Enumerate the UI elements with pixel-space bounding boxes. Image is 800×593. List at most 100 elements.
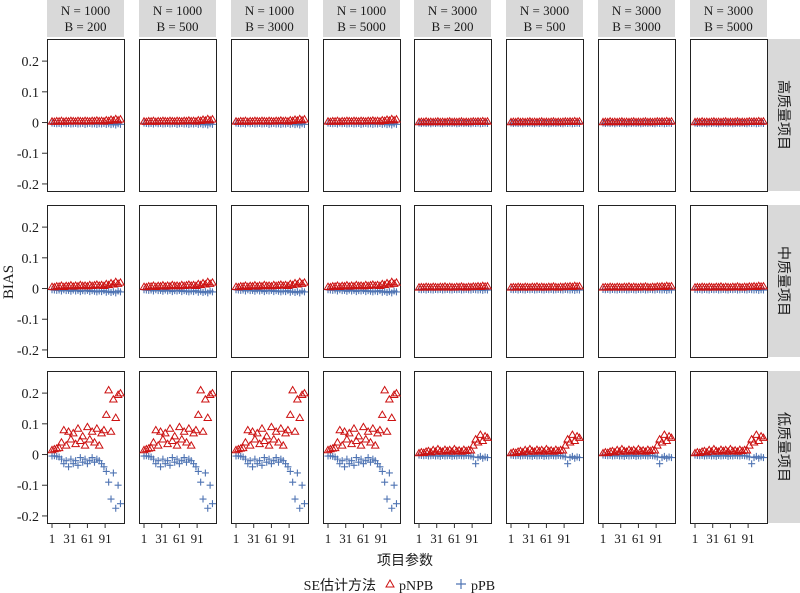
facet-strip-column xyxy=(598,0,675,37)
pnpb-point xyxy=(177,434,187,443)
pnpb-point xyxy=(354,116,364,125)
pnpb-point xyxy=(728,446,738,455)
pnpb-point xyxy=(330,281,340,290)
ppb-point xyxy=(154,457,162,465)
pnpb-point xyxy=(141,117,151,125)
pnpb-point xyxy=(541,282,551,291)
ppb-point xyxy=(258,461,266,469)
facet-strip-column xyxy=(323,0,400,37)
pnpb-point xyxy=(452,446,462,455)
ppb-point xyxy=(333,455,341,463)
ppb-point xyxy=(116,500,124,508)
pnpb-point xyxy=(380,280,390,289)
ppb-point xyxy=(164,457,172,465)
facet-strip-column xyxy=(231,0,308,37)
pnpb-point xyxy=(269,280,279,289)
pnpb-point xyxy=(342,280,352,289)
pnpb-point xyxy=(478,281,488,290)
pnpb-point xyxy=(141,282,151,291)
pnpb-point xyxy=(332,280,343,289)
pnpb-point xyxy=(482,281,493,290)
pnpb-point xyxy=(454,282,464,291)
pnpb-point xyxy=(193,115,203,124)
y-tick-label: 0 xyxy=(32,117,39,132)
pnpb-point xyxy=(292,394,302,403)
pnpb-point xyxy=(54,443,64,452)
pnpb-point xyxy=(751,430,761,438)
pnpb-point xyxy=(391,277,402,286)
pnpb-point xyxy=(695,282,705,291)
facet-label-row: 中质量项目 xyxy=(775,246,791,316)
pnpb-point xyxy=(49,117,59,125)
pnpb-point xyxy=(737,446,747,455)
pnpb-point xyxy=(191,116,201,125)
pnpb-point xyxy=(276,115,286,124)
pnpb-point xyxy=(52,443,62,452)
pnpb-point xyxy=(548,116,559,125)
pnpb-point xyxy=(262,116,272,125)
ppb-point xyxy=(249,463,257,471)
facet-strip-column xyxy=(139,0,216,37)
pnpb-point xyxy=(332,116,343,124)
pnpb-point xyxy=(186,280,196,289)
facet-label-n: N = 1000 xyxy=(61,3,110,18)
ppb-point xyxy=(204,504,212,512)
pnpb-point xyxy=(419,117,429,126)
ppb-point xyxy=(289,478,297,486)
pnpb-point xyxy=(205,390,215,398)
pnpb-point xyxy=(518,282,528,291)
pnpb-point xyxy=(659,430,669,438)
pnpb-point xyxy=(356,440,366,449)
panel-frame xyxy=(323,39,401,192)
pnpb-point xyxy=(574,116,585,125)
ppb-point xyxy=(300,288,308,296)
x-tick-label: 91 xyxy=(191,531,204,546)
pnpb-point xyxy=(751,117,761,125)
pnpb-point xyxy=(111,114,121,123)
pnpb-point xyxy=(73,281,83,290)
pnpb-point xyxy=(737,282,747,291)
pnpb-point xyxy=(250,280,260,289)
ppb-point xyxy=(194,467,202,475)
pnpb-point xyxy=(751,282,761,290)
pnpb-point xyxy=(89,437,100,446)
pnpb-point xyxy=(56,280,67,289)
pnpb-point xyxy=(690,448,700,457)
ppb-point xyxy=(173,455,181,463)
pnpb-point xyxy=(344,281,354,290)
pnpb-point xyxy=(148,437,159,446)
ppb-point xyxy=(206,481,214,489)
pnpb-point xyxy=(530,282,540,291)
pnpb-point xyxy=(193,410,203,418)
pnpb-point xyxy=(269,116,279,125)
pnpb-point xyxy=(650,282,660,291)
x-tick-label: 1 xyxy=(325,531,332,546)
x-axis-title: 项目参数 xyxy=(377,552,433,569)
y-tick-label: -0.2 xyxy=(17,178,39,193)
pnpb-point xyxy=(106,114,116,123)
pnpb-point xyxy=(174,422,184,431)
pnpb-point xyxy=(666,281,677,290)
pnpb-point xyxy=(391,388,402,397)
facet-label-b: B = 500 xyxy=(523,19,565,34)
pnpb-point xyxy=(650,445,660,454)
pnpb-point xyxy=(297,115,307,124)
pnpb-point xyxy=(68,281,78,290)
x-tick-label: 91 xyxy=(650,531,663,546)
ppb-point xyxy=(114,481,122,489)
pnpb-point xyxy=(181,116,192,125)
pnpb-point xyxy=(200,394,210,403)
pnpb-point xyxy=(61,440,71,449)
pnpb-point xyxy=(721,116,731,125)
pnpb-point xyxy=(419,282,429,291)
pnpb-point xyxy=(330,116,340,125)
y-tick-label: -0.2 xyxy=(17,344,39,359)
pnpb-point xyxy=(288,280,298,289)
ppb-point xyxy=(291,495,299,503)
pnpb-point xyxy=(714,446,724,455)
pnpb-point xyxy=(59,425,69,434)
pnpb-point xyxy=(276,423,286,432)
pnpb-point xyxy=(101,115,111,124)
pnpb-point xyxy=(266,422,276,431)
pnpb-point xyxy=(730,445,740,454)
